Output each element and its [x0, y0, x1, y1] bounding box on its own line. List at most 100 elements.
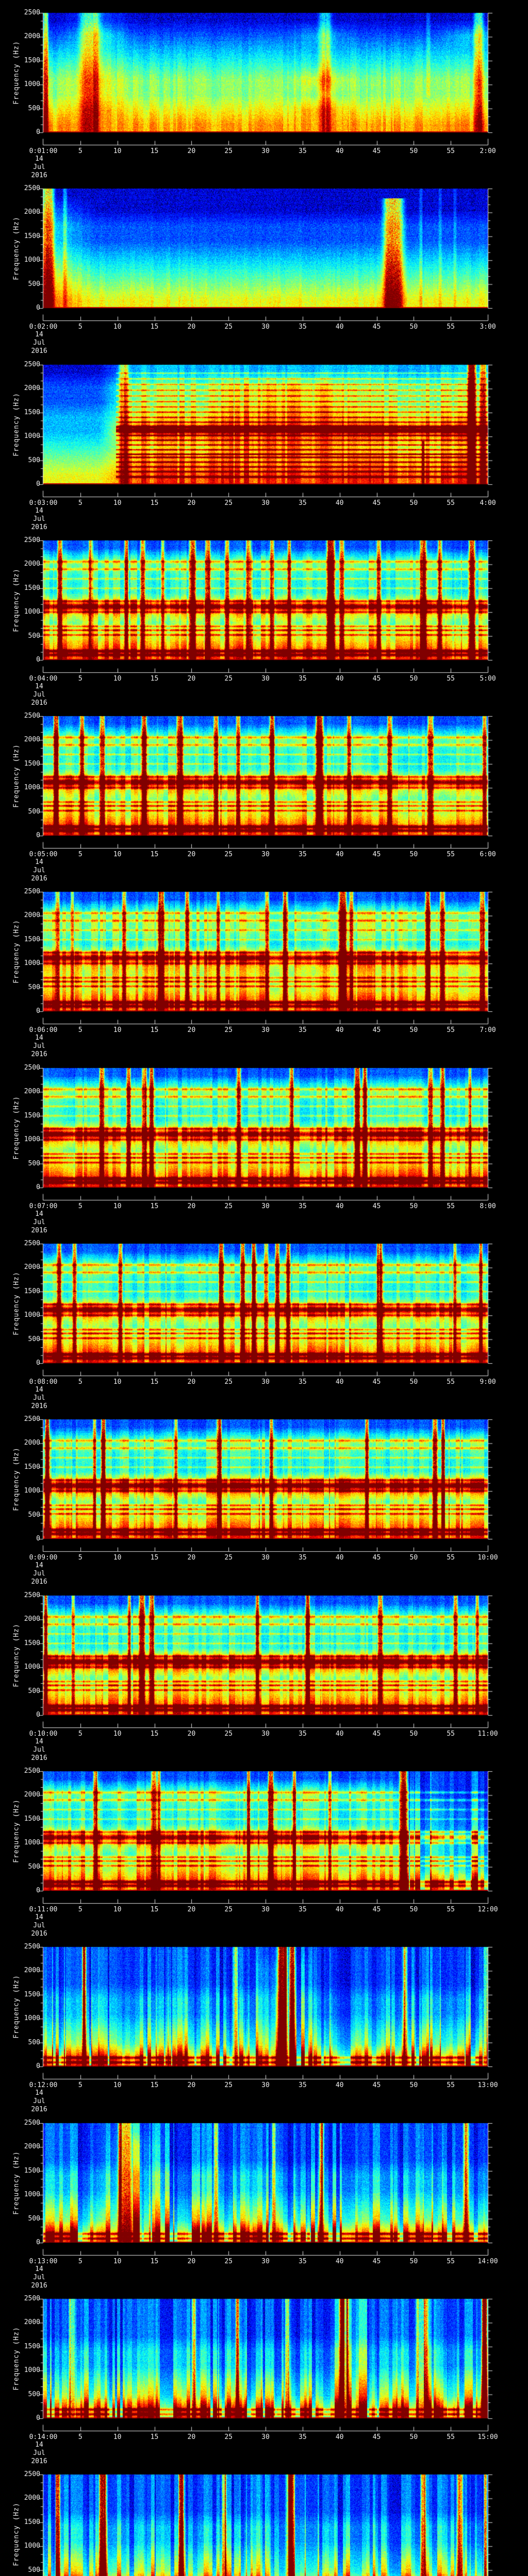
y-tick-label: 2000 [24, 736, 40, 744]
x-minute-label: 45 [372, 323, 381, 331]
y-tick-label: 2000 [24, 208, 40, 216]
x-start-label: 0:07:00 [29, 1202, 58, 1210]
y-tick-label: 2000 [24, 2318, 40, 2327]
x-start-label: 0:14:00 [29, 2433, 58, 2441]
y-axis-title: Frequency (Hz) [12, 1975, 21, 2039]
x-minute-label: 55 [447, 323, 455, 331]
spectrogram-panel: Frequency (Hz) 0 500 1000 1500 2000 2500 0:08:0… [0, 1231, 528, 1410]
date-line: 14 [35, 1913, 43, 1921]
spectrogram-panel: Frequency (Hz) 0 500 1000 1500 2000 2500 0:04:0… [0, 528, 528, 707]
x-minute-label: 45 [372, 147, 381, 155]
x-end-label: 6:00 [480, 851, 496, 858]
date-line: Jul [33, 1922, 45, 1929]
y-tick-label: 2500 [24, 712, 40, 720]
y-tick-label: 500 [28, 104, 40, 112]
x-minute-label: 5 [78, 2433, 82, 2441]
x-minute-label: 35 [299, 323, 307, 331]
x-minute-label: 20 [187, 2433, 196, 2441]
x-minute-label: 50 [409, 323, 418, 331]
x-minute-label: 35 [299, 675, 307, 683]
x-minute-label: 5 [78, 1026, 82, 1034]
x-minute-label: 5 [78, 147, 82, 155]
date-line: 14 [35, 155, 43, 163]
y-tick-label: 2000 [24, 1615, 40, 1623]
y-tick-label: 2500 [24, 1767, 40, 1775]
x-minute-label: 15 [150, 147, 159, 155]
x-minute-label: 25 [224, 2258, 233, 2265]
x-minute-label: 10 [113, 323, 122, 331]
y-tick-label: 0 [36, 832, 40, 839]
y-tick-label: 1500 [24, 1287, 40, 1295]
y-tick-label: 0 [36, 1711, 40, 1719]
y-tick-label: 1000 [24, 256, 40, 264]
date-line: 14 [35, 331, 43, 338]
date-line: 14 [35, 2089, 43, 2097]
x-minute-label: 25 [224, 499, 233, 507]
y-tick-label: 2000 [24, 1263, 40, 1272]
y-tick-label: 1000 [24, 2366, 40, 2375]
x-minute-label: 40 [335, 323, 344, 331]
spectrogram-panel: Frequency (Hz) 0 500 1000 1500 2000 2500 0:09:0… [0, 1406, 528, 1586]
y-tick-label: 1500 [24, 1990, 40, 1998]
spectrogram-panel: Frequency (Hz) 0 500 1000 1500 2000 2500 0:10:0… [0, 1583, 528, 1762]
spectrogram-panel: Frequency (Hz) 0 500 1000 1500 2000 2500 0:06:0… [0, 879, 528, 1058]
y-tick-label: 0 [36, 2062, 40, 2070]
x-minute-label: 55 [447, 1554, 455, 1562]
date-line: Jul [33, 1570, 45, 1578]
x-minute-label: 40 [335, 1554, 344, 1562]
x-minute-label: 40 [335, 1906, 344, 1913]
y-tick-label: 1000 [24, 1311, 40, 1319]
x-minute-label: 40 [335, 147, 344, 155]
x-minute-label: 15 [150, 2258, 159, 2265]
date-line: 14 [35, 1210, 43, 1218]
y-tick-label: 2500 [24, 184, 40, 192]
x-minute-label: 40 [335, 1730, 344, 1738]
x-minute-label: 25 [224, 1378, 233, 1386]
x-minute-label: 45 [372, 1554, 381, 1562]
spectrogram-canvas [0, 879, 528, 1055]
y-tick-label: 1500 [24, 584, 40, 592]
spectrogram-panel: Frequency (Hz) 0 500 1000 1500 2000 2500 0:07:0… [0, 1055, 528, 1234]
y-tick-label: 2500 [24, 888, 40, 895]
date-line: Jul [33, 163, 45, 171]
x-minute-label: 15 [150, 1554, 159, 1562]
x-minute-label: 10 [113, 1554, 122, 1562]
x-minute-label: 50 [409, 1378, 418, 1386]
x-minute-label: 10 [113, 2258, 122, 2265]
x-minute-label: 35 [299, 1026, 307, 1034]
x-minute-label: 20 [187, 323, 196, 331]
y-axis-title: Frequency (Hz) [12, 2151, 21, 2215]
date-line: 14 [35, 507, 43, 515]
y-tick-label: 2500 [24, 1240, 40, 1247]
y-tick-label: 1500 [24, 56, 40, 64]
y-tick-label: 500 [28, 1335, 40, 1343]
date-line: Jul [33, 2097, 45, 2105]
spectrogram-canvas [0, 1231, 528, 1406]
x-minute-label: 30 [261, 1378, 270, 1386]
x-minute-label: 15 [150, 2433, 159, 2441]
y-axis-title: Frequency (Hz) [12, 1623, 21, 1687]
x-minute-label: 10 [113, 499, 122, 507]
spectrogram-panel: Frequency (Hz) 0 500 1000 1500 2000 2500 0:05:0… [0, 703, 528, 883]
x-start-label: 0:09:00 [29, 1554, 58, 1562]
y-tick-label: 2500 [24, 1064, 40, 1072]
x-end-label: 13:00 [477, 2081, 498, 2089]
x-minute-label: 35 [299, 147, 307, 155]
y-tick-label: 0 [36, 480, 40, 488]
x-minute-label: 30 [261, 1906, 270, 1913]
x-minute-label: 25 [224, 851, 233, 858]
y-tick-label: 1500 [24, 1639, 40, 1647]
x-minute-label: 5 [78, 2258, 82, 2265]
x-minute-label: 10 [113, 147, 122, 155]
spectrogram-panel: Frequency (Hz) 0 500 1000 1500 2000 2500 0:01:0… [0, 0, 528, 179]
x-end-label: 5:00 [480, 675, 496, 683]
y-tick-label: 1000 [24, 608, 40, 616]
x-minute-label: 15 [150, 499, 159, 507]
x-end-label: 2:00 [480, 147, 496, 155]
date-line: 14 [35, 2265, 43, 2273]
x-minute-label: 55 [447, 1202, 455, 1210]
x-minute-label: 30 [261, 1730, 270, 1738]
y-tick-label: 2000 [24, 2494, 40, 2502]
y-tick-label: 1000 [24, 1136, 40, 1144]
x-minute-label: 35 [299, 1554, 307, 1562]
